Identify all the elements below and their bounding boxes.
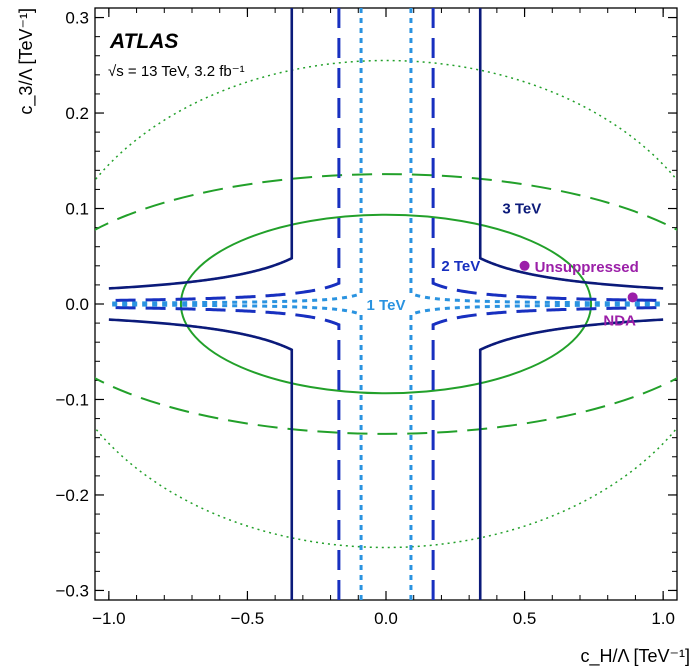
ellipse-contours (95, 59, 677, 549)
y-tick-label: −0.1 (55, 390, 89, 409)
x-tick-label: −0.5 (231, 609, 265, 628)
contour-label: 1 TeV (367, 297, 406, 314)
point-nda (627, 292, 638, 303)
contour-1tev (409, 8, 664, 305)
ellipse-solid (179, 213, 593, 395)
atlas-label: ATLAS (109, 30, 178, 53)
ellipse-dashed (95, 173, 677, 435)
y-tick-label: 0.3 (65, 9, 89, 28)
y-tick-label: 0.0 (65, 295, 89, 314)
x-tick-label: 0.0 (374, 609, 398, 628)
contour-2tev (108, 306, 341, 600)
contour-3tev (478, 8, 664, 290)
x-tick-label: −1.0 (92, 609, 126, 628)
contour-3tev (478, 318, 664, 600)
point-label-nda: NDA (603, 312, 636, 329)
contour-3tev (108, 318, 294, 600)
y-tick-label: −0.3 (55, 581, 89, 600)
contour-label: 2 TeV (441, 258, 480, 275)
y-tick-label: 0.2 (65, 104, 89, 123)
y-tick-label: −0.2 (55, 486, 89, 505)
contour-labels: 3 TeV 2 TeV 1 TeV (367, 201, 542, 314)
y-axis-title: c_3/Λ [TeV⁻¹] (16, 8, 37, 115)
contour-1tev (108, 303, 363, 600)
contour-2tev (431, 306, 664, 600)
x-axis-title: c_H/Λ [TeV⁻¹] (580, 646, 690, 667)
x-tick-label: 1.0 (651, 609, 675, 628)
energy-lumi-label: √s = 13 TeV, 3.2 fb⁻¹ (108, 63, 245, 80)
contour-1tev (409, 303, 664, 600)
contour-3tev (108, 8, 294, 290)
point-label-unsuppressed: Unsuppressed (535, 259, 639, 276)
contour-2tev (108, 8, 341, 302)
point-unsuppressed (519, 260, 530, 271)
contour-label: 3 TeV (502, 201, 541, 218)
hyperbola-contours (108, 8, 664, 600)
benchmark-points: Unsuppressed NDA (519, 259, 639, 329)
contour-2tev (431, 8, 664, 302)
y-tick-label: 0.1 (65, 200, 89, 219)
axis-ticks: −1.0 −0.5 0.0 0.5 1.0 −0.3 −0.2 −0.1 0.0 0.1 0.2 0.… (55, 8, 677, 628)
contour-1tev (108, 8, 363, 305)
x-tick-label: 0.5 (513, 609, 537, 628)
